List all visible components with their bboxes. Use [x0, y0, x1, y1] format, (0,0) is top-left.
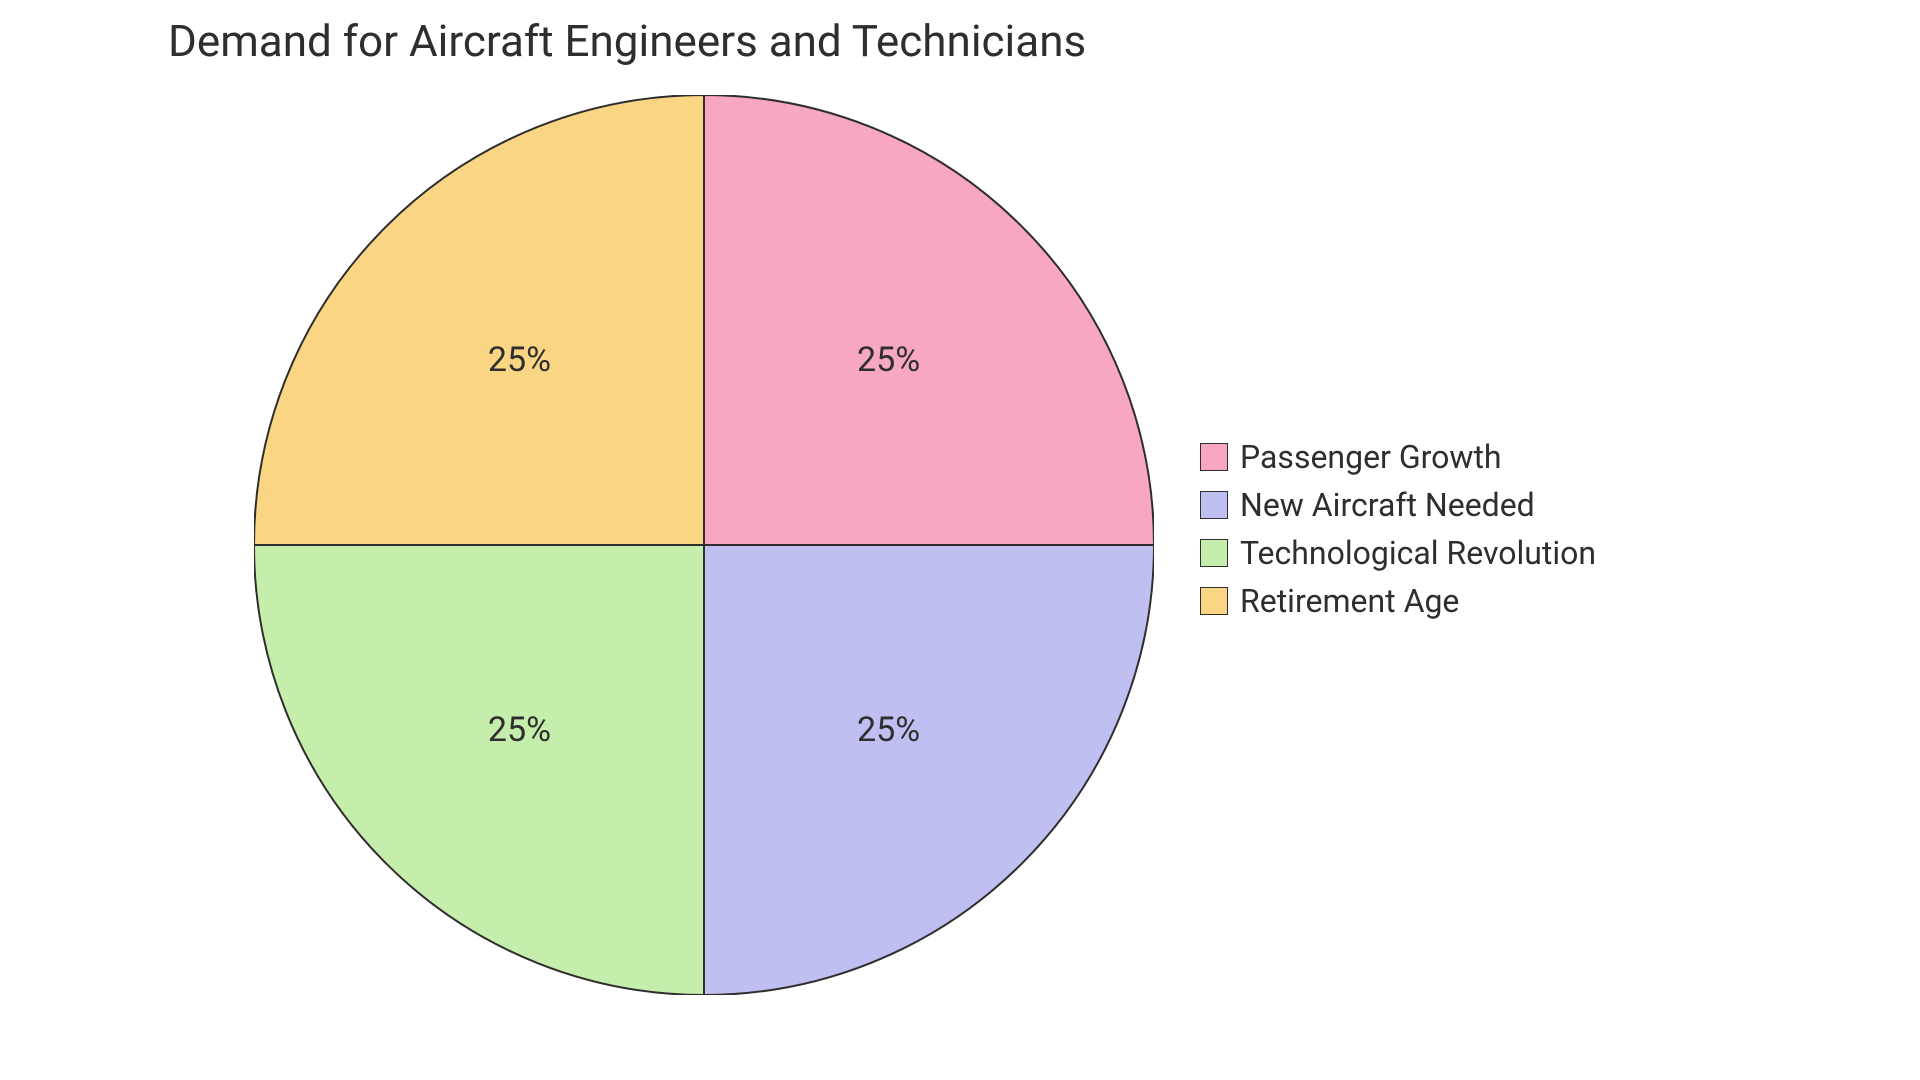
legend-swatch [1200, 443, 1228, 471]
pie-slice [704, 95, 1154, 545]
legend-item: Passenger Growth [1200, 438, 1596, 476]
legend-label: Technological Revolution [1240, 534, 1596, 572]
slice-percent-label: 25% [488, 340, 551, 380]
pie-svg [254, 95, 1154, 995]
legend-item: New Aircraft Needed [1200, 486, 1596, 524]
slice-percent-label: 25% [488, 710, 551, 750]
pie-slice [254, 545, 704, 995]
chart-title: Demand for Aircraft Engineers and Techni… [168, 15, 1086, 67]
chart-container: Demand for Aircraft Engineers and Techni… [0, 0, 1920, 1080]
legend-swatch [1200, 539, 1228, 567]
legend-item: Retirement Age [1200, 582, 1596, 620]
legend-swatch [1200, 587, 1228, 615]
legend-item: Technological Revolution [1200, 534, 1596, 572]
legend: Passenger Growth New Aircraft Needed Techn… [1200, 438, 1596, 620]
pie-chart: 25% 25% 25% 25% [254, 95, 1154, 995]
legend-label: Retirement Age [1240, 582, 1459, 620]
legend-label: Passenger Growth [1240, 438, 1502, 476]
slice-percent-label: 25% [857, 710, 920, 750]
pie-slice [254, 95, 704, 545]
legend-swatch [1200, 491, 1228, 519]
slice-percent-label: 25% [857, 340, 920, 380]
legend-label: New Aircraft Needed [1240, 486, 1535, 524]
pie-slice [704, 545, 1154, 995]
